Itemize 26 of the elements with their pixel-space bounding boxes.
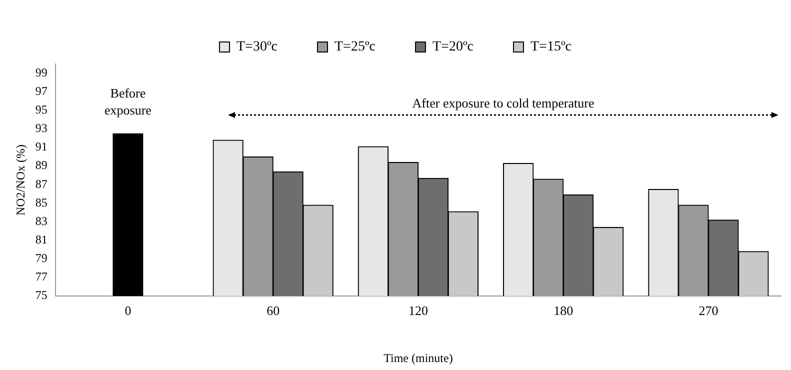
x-tick-label: 180 (554, 303, 574, 318)
legend-label: T=15ºc (530, 40, 572, 55)
annotation: After exposure to cold temperature (412, 95, 594, 110)
y-tick-label: 87 (35, 176, 48, 191)
y-tick-label: 85 (35, 195, 48, 210)
x-tick-label: 120 (408, 303, 428, 318)
y-tick-label: 81 (35, 232, 48, 246)
y-axis-title: NO2/NOx (%) (13, 144, 28, 216)
y-tick-label: 93 (35, 121, 48, 136)
legend-label: T=20ºc (432, 40, 474, 55)
y-tick-label: 97 (35, 84, 48, 98)
y-tick-label: 95 (35, 102, 48, 117)
x-tick-label: 270 (698, 303, 718, 318)
y-tick-label: 99 (35, 65, 48, 80)
y-tick-label: 77 (35, 270, 48, 284)
x-tick-label: 60 (266, 303, 280, 318)
y-tick-label: 75 (35, 288, 48, 302)
y-tick-label: 91 (35, 140, 48, 154)
annotation: Before exposure (104, 85, 152, 118)
legend-label: T=25ºc (334, 40, 376, 55)
y-tick-label: 79 (35, 251, 48, 266)
y-tick-label: 89 (35, 158, 48, 172)
x-tick-label: 0 (124, 303, 132, 318)
x-axis-title: Time (minute) (384, 350, 453, 365)
legend-label: T=30ºc (236, 40, 278, 55)
y-tick-label: 83 (35, 214, 48, 228)
